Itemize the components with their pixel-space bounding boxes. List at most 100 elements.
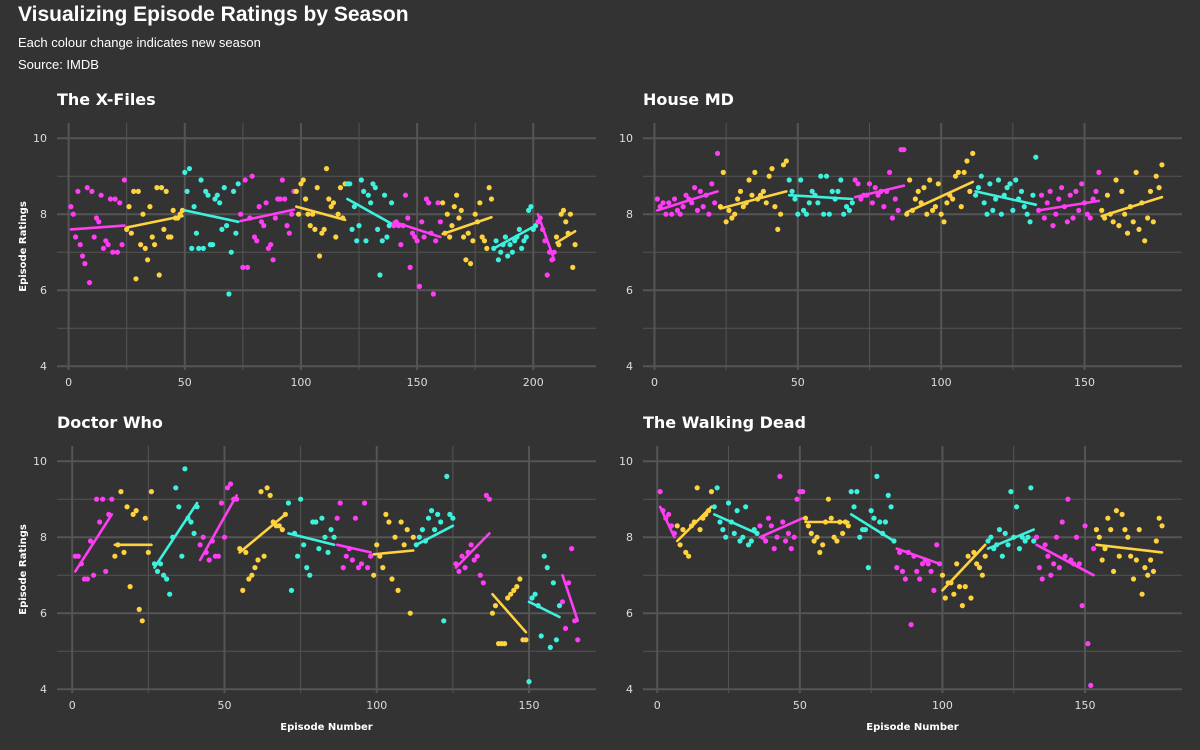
episode-point <box>358 177 364 183</box>
episode-point <box>709 181 715 187</box>
season-trend-line <box>527 600 561 619</box>
episode-point <box>392 534 398 540</box>
episode-point <box>1058 185 1065 191</box>
episode-point <box>363 238 369 244</box>
episode-point <box>1010 207 1016 213</box>
episode-point <box>356 223 362 229</box>
episode-point <box>139 618 145 624</box>
episode-point <box>489 610 496 616</box>
episode-point <box>261 223 267 229</box>
episode-point <box>179 207 186 213</box>
episode-point <box>976 565 983 571</box>
episode-point <box>820 542 826 548</box>
episode-point <box>654 196 660 202</box>
episode-point <box>313 519 319 525</box>
episode-point <box>683 549 689 556</box>
y-tick-label: 10 <box>33 455 47 468</box>
episode-point <box>326 196 332 202</box>
episode-point <box>1156 515 1162 521</box>
episode-point <box>1022 538 1028 544</box>
episode-point <box>505 595 511 601</box>
episode-point <box>1110 219 1116 225</box>
episode-point <box>126 204 132 210</box>
episode-point <box>1067 192 1073 198</box>
episode-point <box>449 223 455 229</box>
episode-point <box>1045 553 1051 559</box>
episode-point <box>1150 568 1157 575</box>
episode-point <box>103 238 109 244</box>
episode-point <box>558 211 564 217</box>
episode-point <box>391 223 397 229</box>
y-tick-label: 10 <box>619 455 633 468</box>
x-tick-label: 150 <box>1074 376 1095 389</box>
season-trend-line <box>986 528 1036 550</box>
season-trend-line <box>758 516 805 539</box>
episode-point <box>723 534 729 540</box>
episode-point <box>740 204 746 210</box>
episode-point <box>857 534 863 540</box>
episode-point <box>752 169 758 175</box>
episode-point <box>314 185 320 191</box>
episode-point <box>375 226 381 232</box>
episode-point <box>572 242 578 248</box>
episode-point <box>720 169 726 175</box>
episode-point <box>921 185 927 191</box>
episode-point <box>950 196 956 202</box>
episode-point <box>86 280 93 286</box>
episode-point <box>955 169 961 175</box>
episode-point <box>1053 211 1059 217</box>
episode-point <box>255 557 261 563</box>
episode-point <box>1096 534 1102 540</box>
episode-point <box>200 534 206 540</box>
episode-point <box>334 515 340 521</box>
episode-point <box>1142 238 1148 244</box>
episode-point <box>224 485 231 491</box>
episode-point <box>380 565 386 571</box>
episode-point <box>433 238 439 244</box>
episode-point <box>154 568 161 575</box>
x-tick-label: 200 <box>523 376 544 389</box>
episode-point <box>553 637 560 643</box>
y-tick-label: 4 <box>40 360 47 373</box>
episode-point <box>89 188 95 194</box>
episode-point <box>84 576 91 582</box>
episode-point <box>460 234 467 240</box>
episode-point <box>328 527 334 533</box>
episode-point <box>484 245 490 251</box>
episode-point <box>800 207 807 213</box>
episode-point <box>1041 215 1047 221</box>
episode-point <box>1139 591 1145 597</box>
episode-point <box>1076 207 1082 213</box>
episode-point <box>103 568 109 575</box>
episode-point <box>416 534 422 540</box>
episode-point <box>1042 542 1048 548</box>
episode-point <box>435 200 441 206</box>
episode-point <box>959 603 966 609</box>
episode-point <box>493 238 499 244</box>
episode-point <box>562 625 569 632</box>
episode-point <box>472 211 478 217</box>
episode-point <box>697 527 703 533</box>
episode-point <box>547 644 553 651</box>
episode-point <box>528 204 534 210</box>
episode-point <box>809 188 815 194</box>
episode-point <box>669 211 675 217</box>
episode-point <box>1036 565 1043 571</box>
episode-point <box>258 219 265 225</box>
episode-point <box>563 219 569 225</box>
season-trend-line <box>335 543 372 554</box>
episode-point <box>886 169 893 175</box>
episode-point <box>147 204 153 210</box>
episode-point <box>1159 162 1165 168</box>
episode-point <box>97 519 103 525</box>
episode-point <box>1021 204 1027 210</box>
chart-title: Visualizing Episode Ratings by Season <box>18 3 409 26</box>
episode-point <box>532 591 538 597</box>
episode-point <box>254 238 260 244</box>
episode-point <box>1005 542 1011 548</box>
episode-point <box>79 253 86 259</box>
episode-point <box>388 200 395 206</box>
episode-point <box>227 481 234 487</box>
episode-point <box>145 549 151 556</box>
